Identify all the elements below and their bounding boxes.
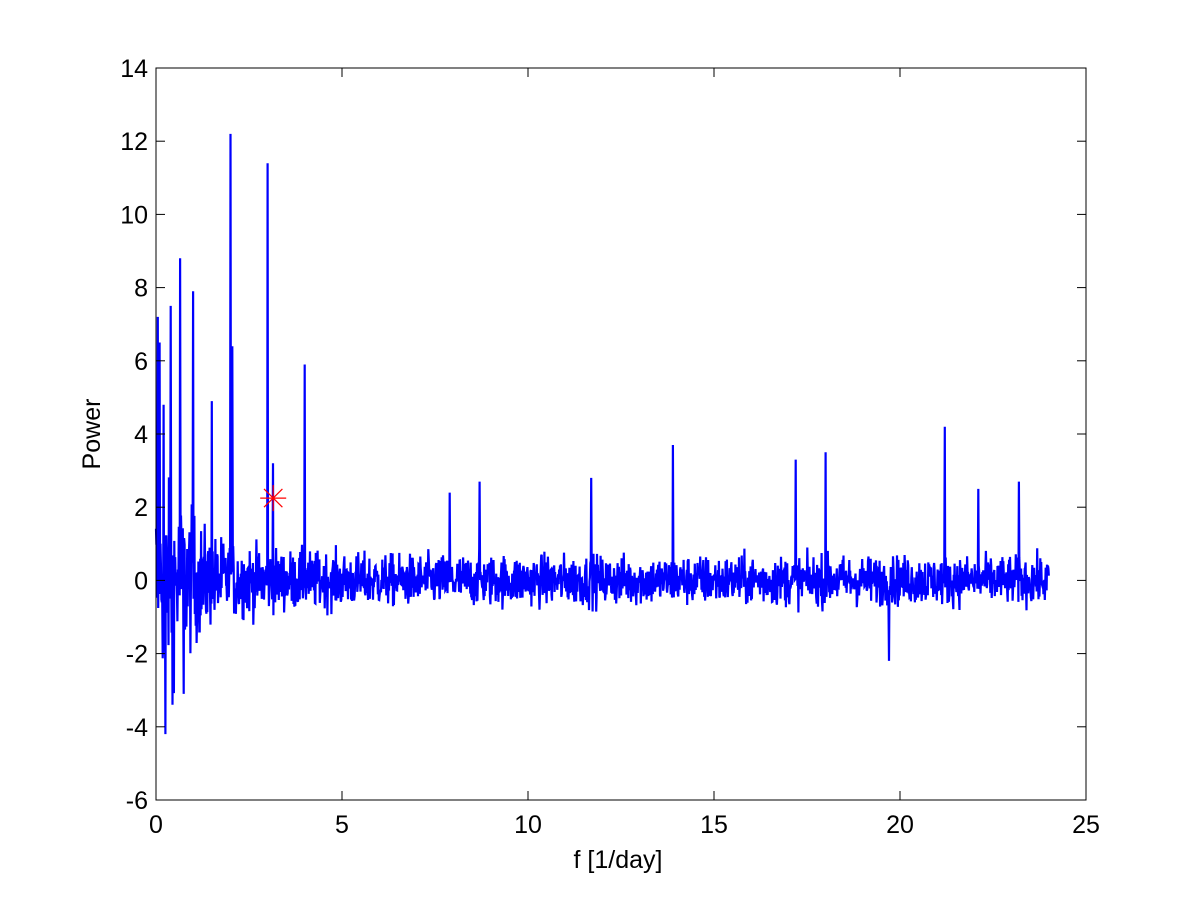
x-tick-label: 5 xyxy=(335,811,349,839)
x-tick-label: 10 xyxy=(514,811,542,839)
series-layer xyxy=(154,133,1050,735)
plot-area-background xyxy=(156,68,1086,800)
y-tick-label: 8 xyxy=(134,275,148,303)
y-tick-label: 14 xyxy=(120,55,148,83)
x-tick-label: 20 xyxy=(886,811,914,839)
y-tick-label: -2 xyxy=(126,641,148,669)
y-tick-label: 2 xyxy=(134,494,148,522)
y-tick-label: 0 xyxy=(134,567,148,595)
y-tick-label: -4 xyxy=(126,714,148,742)
tick-layer xyxy=(155,67,1087,801)
y-tick-label: 10 xyxy=(120,201,148,229)
y-tick-label: -6 xyxy=(126,787,148,815)
marker-layer xyxy=(260,485,287,512)
y-tick-label: 4 xyxy=(134,421,148,449)
power-series-line xyxy=(154,133,1050,735)
x-tick-label: 0 xyxy=(149,811,163,839)
x-axis-label: f [1/day] xyxy=(574,846,663,874)
y-tick-label: 12 xyxy=(120,128,148,156)
y-axis-label: Power xyxy=(78,399,106,470)
x-tick-label: 15 xyxy=(700,811,728,839)
asterisk-marker xyxy=(260,485,287,512)
asterisk-stroke xyxy=(263,488,283,508)
x-tick-label: 25 xyxy=(1072,811,1100,839)
tick-label-layer: 0 5 10 15 20 25 -6 -4 -2 0 2 4 6 8 10 12 14 xyxy=(120,55,1100,839)
y-tick-label: 6 xyxy=(134,348,148,376)
